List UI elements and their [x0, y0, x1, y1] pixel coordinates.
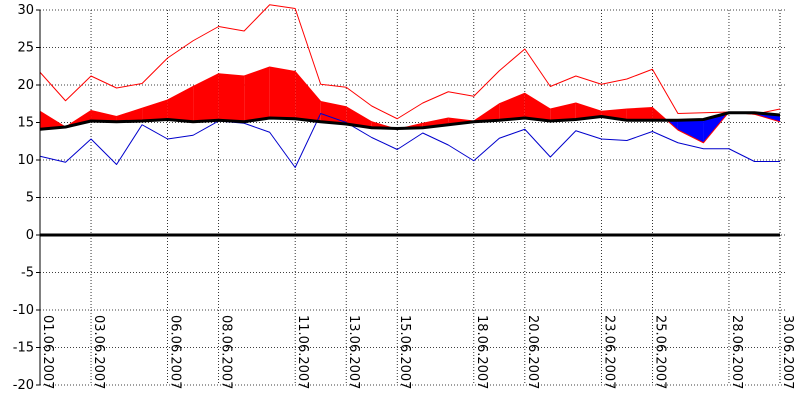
- fill-above-segment: [244, 67, 270, 122]
- series-lines: [39, 4, 781, 168]
- x-tick-label: 13.06.2007: [346, 315, 361, 389]
- y-tick-label: -5: [21, 266, 34, 281]
- series-line-low: [39, 113, 780, 168]
- grid: [39, 9, 786, 386]
- x-tick-label: 20.06.2007: [525, 315, 540, 389]
- fill-above-segment: [116, 108, 143, 122]
- y-tick-label: 5: [26, 191, 34, 206]
- fill-above-segment: [320, 101, 347, 124]
- x-tick-label: 25.06.2007: [652, 315, 667, 389]
- y-tick-label: 30: [17, 3, 34, 18]
- y-tick-label: 25: [17, 41, 34, 56]
- x-tick-label: 23.06.2007: [601, 315, 616, 389]
- fill-above-segment: [499, 93, 525, 121]
- y-tick-label: -20: [13, 378, 34, 393]
- fill-above-segment: [524, 93, 551, 121]
- series-line-mean: [39, 111, 781, 131]
- fill-above-segment: [575, 103, 602, 120]
- y-tick-label: 15: [17, 116, 34, 131]
- axes: [36, 9, 780, 386]
- y-tick-label: -10: [13, 303, 34, 318]
- x-tick-label: 03.06.2007: [91, 315, 106, 389]
- x-tick-label: 06.06.2007: [168, 315, 183, 389]
- x-tick-label: 15.06.2007: [397, 315, 412, 389]
- fill-above-segment: [550, 103, 576, 121]
- y-tick-label: 0: [26, 228, 34, 243]
- series-line-high: [39, 4, 781, 120]
- x-tick-label: 28.06.2007: [729, 315, 744, 389]
- fill-above-segment: [269, 67, 296, 119]
- fill-below-segment: [677, 119, 704, 143]
- fill-above-segment: [295, 71, 321, 122]
- y-tick-label: 10: [17, 153, 34, 168]
- fill-above-segment: [167, 86, 194, 122]
- x-tick-label: 18.06.2007: [474, 315, 489, 389]
- fill-above-segment: [626, 107, 653, 121]
- fill-above-segment: [218, 73, 245, 122]
- fill-above-segment: [142, 100, 168, 121]
- fill-above-segment: [91, 110, 117, 122]
- y-tick-label: -15: [13, 341, 34, 356]
- x-tick-label: 01.06.2007: [40, 315, 55, 389]
- y-tick-label: 20: [17, 78, 34, 93]
- x-tick-label: 30.06.2007: [780, 315, 795, 389]
- fill-above-segment: [193, 73, 219, 122]
- x-tick-label: 11.06.2007: [295, 315, 310, 389]
- fill-above-segment: [346, 106, 372, 128]
- tick-labels: -20 -15 -10 -5 0 5 10 15 20 25 30 01.06.2007 03.06.2…: [13, 3, 795, 393]
- series-line-value: [39, 66, 781, 144]
- x-tick-label: 08.06.2007: [219, 315, 234, 389]
